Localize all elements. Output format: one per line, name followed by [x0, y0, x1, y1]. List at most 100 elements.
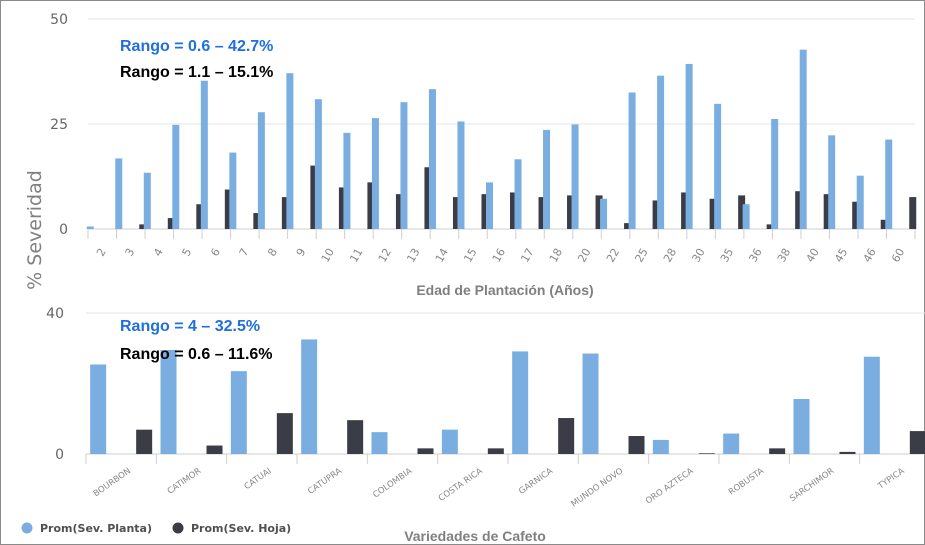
top-x-tick-label: 22: [604, 246, 622, 265]
bottom-x-tick-label: MUNDO NOVO: [569, 466, 625, 509]
legend-hoja-label: Prom(Sev. Hoja): [191, 522, 291, 535]
bottom-bar-planta: [371, 432, 388, 454]
top-bar-planta: [457, 121, 465, 229]
top-bar-hoja: [196, 204, 204, 229]
top-bar-planta: [543, 129, 551, 229]
y-axis-label: % Severidad: [24, 170, 46, 290]
top-bar-hoja: [852, 201, 860, 229]
top-x-tick-label: 60: [889, 246, 907, 265]
top-x-tick-label: 13: [404, 246, 422, 265]
bottom-bar-hoja: [628, 436, 645, 454]
top-bar-hoja: [880, 219, 888, 229]
top-bar-planta: [286, 73, 294, 230]
top-bar-planta: [714, 103, 722, 229]
top-bar-hoja: [310, 165, 318, 229]
top-x-tick-label: 8: [265, 246, 280, 259]
top-bar-hoja: [424, 167, 432, 229]
bottom-x-tick-label: ORO AZTECA: [644, 466, 696, 506]
bottom-x-axis-label: Variedades de Cafeto: [404, 528, 546, 544]
top-bar-planta: [343, 132, 351, 229]
top-x-tick-label: 5: [180, 246, 195, 259]
top-bar-planta: [257, 112, 265, 229]
top-bar-hoja: [738, 195, 746, 229]
top-x-tick-label: 36: [746, 246, 764, 265]
top-y-tick-label: 50: [50, 12, 68, 28]
bottom-x-tick-label: CATUPRA: [306, 466, 344, 497]
top-x-axis-label: Edad de Plantación (Años): [416, 282, 593, 298]
top-x-tick-label: 17: [518, 246, 536, 265]
top-bar-hoja: [538, 197, 546, 229]
top-bar-hoja: [681, 192, 689, 229]
bottom-x-tick-label: TYPICA: [876, 466, 907, 492]
top-bar-planta: [885, 139, 893, 229]
top-bar-hoja: [224, 189, 232, 229]
bottom-x-tick-label: SARCHIMOR: [788, 466, 836, 504]
bottom-bar-hoja: [276, 413, 293, 454]
bottom-bar-planta: [230, 371, 247, 454]
bottom-x-tick-label: ROBUSTA: [727, 466, 766, 497]
bottom-range-planta: Rango = 4 – 32.5%: [120, 318, 260, 335]
top-bar-planta: [172, 124, 180, 229]
top-x-tick-label: 3: [123, 246, 138, 259]
top-y-tick-label: 25: [50, 117, 68, 133]
top-range-hoja: Rango = 1.1 – 15.1%: [120, 64, 273, 81]
top-bar-planta: [799, 49, 807, 229]
bottom-bar-planta: [723, 433, 740, 454]
bottom-bar-planta: [863, 356, 880, 454]
bottom-x-tick-label: GARNICA: [517, 466, 555, 497]
top-bar-planta: [400, 102, 408, 229]
top-bar-hoja: [367, 182, 375, 229]
top-x-tick-label: 30: [689, 246, 707, 265]
top-bar-hoja: [709, 198, 717, 229]
top-x-tick-label: 9: [294, 246, 309, 259]
top-bar-planta: [685, 63, 693, 229]
top-bar-planta: [628, 92, 636, 229]
top-bar-planta: [657, 75, 665, 229]
top-bar-planta: [314, 99, 322, 229]
bottom-chart-variety: 0 40 BOURBON CATIMOR CATUAI CATUPRA COLOMBIA CO…: [46, 306, 925, 510]
top-bar-hoja: [652, 200, 660, 229]
top-bar-hoja: [595, 195, 603, 229]
top-bar-hoja: [167, 218, 175, 229]
top-y-tick-label: 0: [59, 222, 68, 238]
bottom-x-tick-label: COLOMBIA: [371, 466, 414, 500]
top-bar-hoja: [795, 191, 803, 229]
top-bar-planta: [486, 182, 493, 229]
top-bar-hoja: [452, 197, 460, 229]
top-x-tick-label: 11: [347, 246, 365, 265]
bottom-bar-planta: [160, 350, 177, 454]
top-x-tick-label: 35: [718, 246, 736, 265]
bottom-x-tick-label: CATUAI: [243, 466, 274, 492]
top-bar-hoja: [139, 224, 147, 229]
top-bar-hoja: [253, 213, 261, 229]
bottom-bar-planta: [301, 339, 318, 454]
bottom-bar-hoja: [487, 448, 504, 454]
bottom-y-tick-label: 40: [46, 306, 64, 322]
top-x-tick-label: 45: [832, 246, 850, 265]
top-bar-planta: [600, 198, 608, 229]
top-x-tick-label: 10: [319, 246, 337, 265]
bottom-bar-hoja: [839, 451, 856, 454]
top-bar-planta: [771, 118, 779, 229]
top-bar-planta: [229, 152, 237, 229]
bottom-x-tick-label: CATIMOR: [166, 466, 204, 496]
bottom-bar-hoja: [206, 445, 223, 454]
bottom-bar-hoja: [417, 448, 434, 454]
legend-planta-label: Prom(Sev. Planta): [40, 522, 152, 535]
top-bar-hoja: [338, 187, 346, 229]
top-x-tick-label: 40: [804, 246, 822, 265]
bottom-bar-hoja: [136, 429, 153, 454]
top-bar-planta: [742, 204, 750, 229]
bottom-bar-hoja: [909, 431, 925, 454]
top-bar-planta: [828, 135, 836, 229]
bottom-bar-planta: [512, 351, 529, 454]
bottom-bar-planta: [793, 399, 810, 454]
top-bar-hoja: [395, 194, 403, 229]
top-bar-hoja: [909, 197, 917, 229]
top-bar-hoja: [624, 223, 632, 229]
top-x-tick-label: 12: [376, 246, 394, 265]
top-x-tick-label: 18: [547, 246, 565, 265]
top-x-tick-label: 25: [632, 246, 650, 265]
bottom-x-tick-label: BOURBON: [92, 466, 133, 499]
